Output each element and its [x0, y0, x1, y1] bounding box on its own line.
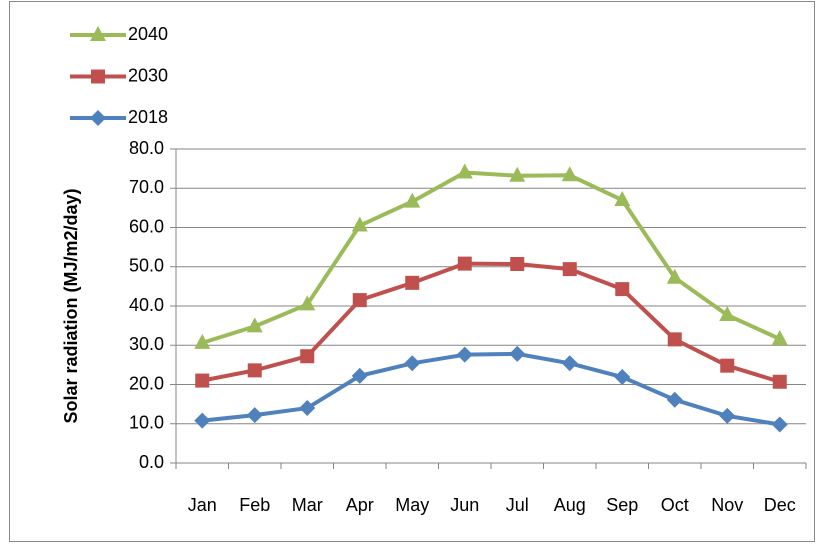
marker	[719, 407, 736, 424]
x-tick-label: Jul	[506, 495, 529, 515]
marker	[666, 391, 683, 408]
marker	[615, 282, 630, 297]
marker	[299, 295, 316, 311]
series-line	[202, 351, 781, 427]
marker	[614, 191, 631, 207]
marker	[562, 262, 577, 277]
marker	[404, 192, 421, 208]
y-tick-label: 10.0	[129, 413, 164, 433]
y-tick-label: 20.0	[129, 373, 164, 393]
y-axis-title: Solar radiation (MJ/m2/day)	[61, 188, 81, 423]
marker	[561, 355, 578, 372]
x-tick-label: Mar	[292, 495, 323, 515]
legend-label: 2030	[128, 65, 168, 85]
marker	[509, 345, 526, 362]
marker	[351, 367, 368, 384]
y-tick-label: 70.0	[129, 177, 164, 197]
marker	[91, 69, 105, 84]
marker	[771, 329, 788, 345]
marker	[300, 349, 315, 364]
marker	[720, 358, 735, 373]
marker	[666, 268, 683, 284]
x-tick-label: Jan	[188, 495, 217, 515]
x-tick-label: Sep	[606, 495, 638, 515]
marker	[456, 163, 473, 179]
marker	[195, 373, 210, 388]
x-tick-label: Aug	[554, 495, 586, 515]
marker	[667, 332, 682, 347]
y-tick-label: 30.0	[129, 334, 164, 354]
marker	[194, 412, 211, 429]
marker	[772, 374, 787, 389]
marker	[771, 416, 788, 433]
marker	[561, 166, 578, 182]
y-tick-label: 40.0	[129, 295, 164, 315]
marker	[719, 306, 736, 322]
y-tick-label: 80.0	[129, 138, 164, 158]
marker	[404, 355, 421, 372]
marker	[246, 317, 263, 333]
y-tick-label: 60.0	[129, 216, 164, 236]
x-tick-label: May	[395, 495, 429, 515]
marker	[614, 369, 631, 386]
y-tick-label: 0.0	[139, 452, 164, 472]
marker	[352, 293, 367, 308]
x-tick-label: Oct	[661, 495, 689, 515]
legend-label: 2040	[128, 24, 168, 44]
marker	[456, 346, 473, 363]
legend-label: 2018	[128, 107, 168, 127]
y-tick-label: 50.0	[129, 256, 164, 276]
marker	[194, 333, 211, 349]
marker	[247, 363, 262, 378]
x-tick-label: Jun	[450, 495, 479, 515]
marker	[299, 400, 316, 417]
marker	[405, 275, 420, 290]
marker	[246, 407, 263, 424]
series-line	[201, 170, 781, 345]
x-tick-label: Feb	[239, 495, 270, 515]
chart-frame	[9, 1, 815, 542]
x-tick-label: Dec	[764, 495, 796, 515]
marker	[457, 256, 472, 271]
marker	[510, 257, 525, 272]
x-tick-label: Nov	[711, 495, 743, 515]
marker	[90, 110, 106, 126]
series-line	[201, 261, 781, 384]
marker	[509, 166, 526, 182]
marker	[351, 216, 368, 232]
x-tick-label: Apr	[346, 495, 374, 515]
marker	[90, 26, 106, 41]
